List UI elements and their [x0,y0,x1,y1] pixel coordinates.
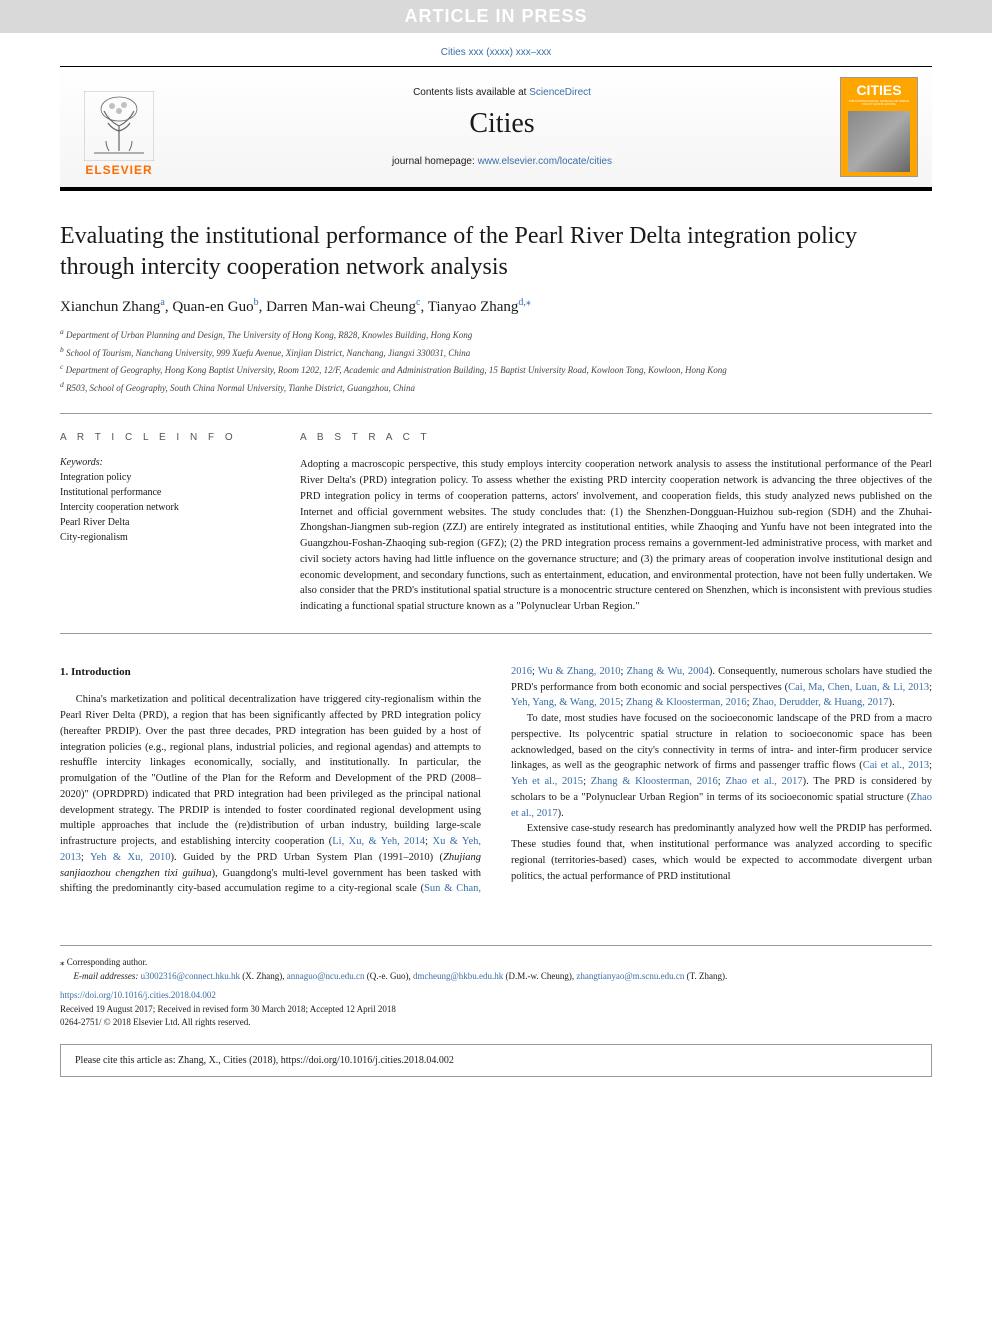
homepage-prefix: journal homepage: [392,156,478,167]
keywords-label: Keywords: [60,457,270,468]
contents-prefix: Contents lists available at [413,87,529,98]
doi-link[interactable]: https://doi.org/10.1016/j.cities.2018.04… [60,990,216,1000]
article-info-column: A R T I C L E I N F O Keywords: Integrat… [60,432,270,615]
citation-link[interactable]: Li, Xu, & Yeh, 2014 [332,836,425,847]
author-name: Darren Man-wai Cheung [266,299,416,315]
email-link[interactable]: u3002316@connect.hku.hk [141,971,240,981]
keyword: Pearl River Delta [60,515,270,530]
header-center: Contents lists available at ScienceDirec… [164,87,840,167]
elsevier-logo: ELSEVIER [74,77,164,177]
in-press-banner: ARTICLE IN PRESS [0,0,992,33]
email-addresses-line: E-mail addresses: u3002316@connect.hku.h… [60,970,932,984]
body-paragraph: To date, most studies have focused on th… [511,711,932,821]
citation-link[interactable]: Zhang & Kloosterman, 2016 [626,697,747,708]
keywords-list: Integration policy Institutional perform… [60,470,270,545]
citation-link[interactable]: Yeh et al., 2015 [511,776,583,787]
citation-link[interactable]: Yeh & Xu, 2010 [90,852,170,863]
article-info-label: A R T I C L E I N F O [60,432,270,443]
article-content: Evaluating the institutional performance… [0,191,992,917]
affiliation-c: c Department of Geography, Hong Kong Bap… [60,361,932,378]
keyword: Integration policy [60,470,270,485]
section-heading: 1. Introduction [60,664,481,681]
cover-subtitle: THE INTERNATIONAL JOURNAL OF URBAN POLIC… [845,100,913,107]
citation-link[interactable]: Cai, Ma, Chen, Luan, & Li, 2013 [788,682,929,693]
body-paragraph: Extensive case-study research has predom… [511,821,932,884]
top-citation: Cities xxx (xxxx) xxx–xxx [0,33,992,66]
keyword: Intercity cooperation network [60,500,270,515]
author-sup: d,⁎ [518,297,531,308]
keyword: City-regionalism [60,530,270,545]
citation-link[interactable]: Yeh, Yang, & Wang, 2015 [511,697,620,708]
citation-link[interactable]: Zhao, Derudder, & Huang, 2017 [752,697,888,708]
cover-image-placeholder [848,111,909,172]
email-link[interactable]: zhangtianyao@m.scnu.edu.cn [576,971,684,981]
journal-header: ELSEVIER Contents lists available at Sci… [60,66,932,191]
affiliation-a: a Department of Urban Planning and Desig… [60,326,932,343]
keyword: Institutional performance [60,485,270,500]
author-name: Tianyao Zhang [428,299,519,315]
journal-name: Cities [164,108,840,140]
journal-cover-thumbnail: CITIES THE INTERNATIONAL JOURNAL OF URBA… [840,77,918,177]
contents-available-line: Contents lists available at ScienceDirec… [164,87,840,98]
article-title: Evaluating the institutional performance… [60,221,932,283]
journal-homepage-link[interactable]: www.elsevier.com/locate/cities [478,156,613,167]
author-sup: c [416,297,420,308]
divider [60,633,932,634]
email-link[interactable]: dmcheung@hkbu.edu.hk [413,971,503,981]
elsevier-wordmark: ELSEVIER [85,163,152,177]
email-link[interactable]: annaguo@ncu.edu.cn [287,971,365,981]
affiliation-d: d R503, School of Geography, South China… [60,379,932,396]
copyright-line: 0264-2751/ © 2018 Elsevier Ltd. All righ… [60,1016,932,1030]
cover-title: CITIES [856,82,901,98]
elsevier-tree-icon [84,91,154,161]
citation-link[interactable]: Zhang & Wu, 2004 [626,666,708,677]
citation-link[interactable]: Zhang & Kloosterman, 2016 [591,776,718,787]
abstract-label: A B S T R A C T [300,432,932,443]
sciencedirect-link[interactable]: ScienceDirect [529,87,591,98]
author-name: Xianchun Zhang [60,299,160,315]
abstract-text: Adopting a macroscopic perspective, this… [300,457,932,615]
author-name: Quan-en Guo [172,299,253,315]
received-dates: Received 19 August 2017; Received in rev… [60,1003,932,1017]
cite-as-box: Please cite this article as: Zhang, X., … [60,1044,932,1077]
info-abstract-row: A R T I C L E I N F O Keywords: Integrat… [60,414,932,633]
citation-link[interactable]: Wu & Zhang, 2010 [538,666,621,677]
author-list: Xianchun Zhanga, Quan-en Guob, Darren Ma… [60,297,932,316]
footer: ⁎ Corresponding author. E-mail addresses… [60,945,932,1030]
journal-homepage-line: journal homepage: www.elsevier.com/locat… [164,156,840,167]
body-two-column: 1. Introduction China's marketization an… [60,664,932,897]
author-sup: b [254,297,259,308]
abstract-column: A B S T R A C T Adopting a macroscopic p… [300,432,932,615]
corresponding-author-note: ⁎ Corresponding author. [60,956,932,970]
citation-link[interactable]: Cai et al., 2013 [863,760,929,771]
affiliation-b: b School of Tourism, Nanchang University… [60,344,932,361]
affiliations: a Department of Urban Planning and Desig… [60,326,932,395]
citation-link[interactable]: Zhao et al., 2017 [725,776,802,787]
author-sup: a [160,297,164,308]
